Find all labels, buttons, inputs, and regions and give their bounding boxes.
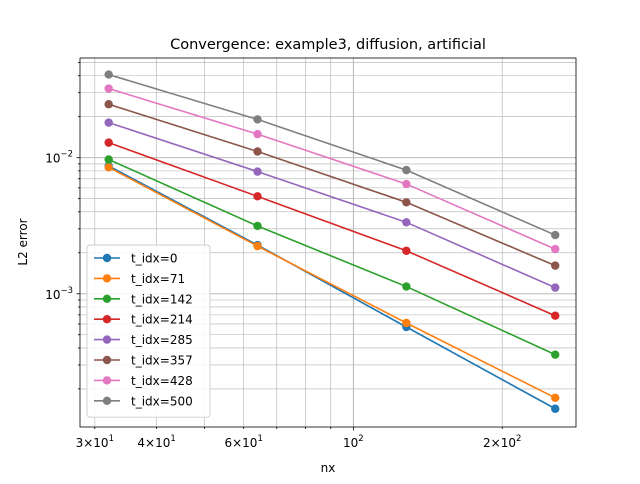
series-t-idx-71: [104, 163, 560, 403]
data-point: [402, 218, 411, 227]
series-line: [108, 158, 556, 356]
legend-item[interactable]: t_idx=214: [94, 313, 193, 327]
legend-label: t_idx=142: [131, 292, 193, 306]
legend-item[interactable]: t_idx=500: [94, 394, 193, 408]
x-tick-label: 3×101: [76, 434, 114, 450]
y-tick-label: 10−3: [45, 286, 73, 302]
series-line: [108, 73, 556, 236]
data-point: [104, 155, 113, 164]
legend-label: t_idx=428: [131, 374, 193, 388]
series-layer: [104, 70, 560, 413]
data-point: [402, 318, 411, 328]
plot-frame: [79, 57, 577, 428]
legend-marker: [102, 274, 112, 283]
series-t-idx-142: [104, 155, 560, 359]
series-t-idx-285: [104, 118, 560, 292]
data-point: [551, 311, 560, 320]
legend-marker: [102, 355, 112, 365]
data-point: [551, 393, 560, 403]
x-axis-ticks: 3×101 4×101 6×101 102 2×102: [76, 427, 521, 450]
legend-label: t_idx=285: [131, 333, 193, 347]
y-tick-label: 10−2: [45, 150, 73, 166]
y-axis-label: L2 error: [16, 218, 30, 265]
data-point: [253, 192, 262, 201]
legend-marker: [102, 376, 112, 385]
legend-item[interactable]: t_idx=0: [94, 252, 177, 266]
data-point: [253, 115, 262, 124]
legend-marker: [102, 335, 112, 344]
series-line: [108, 103, 556, 267]
series-line: [108, 141, 556, 317]
series-t-idx-428: [104, 84, 560, 254]
legend-label: t_idx=500: [131, 394, 193, 408]
data-point: [104, 138, 113, 147]
data-point: [253, 167, 262, 176]
data-point: [551, 404, 560, 413]
series-line: [108, 87, 556, 250]
legend-item[interactable]: t_idx=357: [94, 354, 193, 368]
legend-item[interactable]: t_idx=285: [94, 333, 193, 347]
chart-title: Convergence: example3, diffusion, artifi…: [170, 37, 486, 53]
x-tick-label: 6×101: [224, 434, 262, 450]
legend-label: t_idx=0: [131, 252, 177, 266]
x-tick-label: 102: [343, 434, 364, 450]
y-axis-ticks: 10−3 10−2: [45, 62, 80, 390]
data-point: [253, 241, 262, 251]
legend-item[interactable]: t_idx=428: [94, 374, 193, 388]
data-point: [104, 70, 113, 79]
legend-marker: [102, 396, 112, 405]
legend-label: t_idx=214: [131, 313, 193, 327]
data-point: [104, 84, 113, 93]
data-point: [104, 100, 113, 109]
series-t-idx-214: [104, 138, 560, 320]
data-point: [402, 179, 411, 189]
legend-marker: [102, 315, 112, 324]
data-point: [104, 118, 113, 127]
series-line: [108, 121, 556, 289]
data-point: [104, 163, 113, 172]
series-t-idx-357: [104, 100, 560, 270]
data-point: [551, 283, 560, 292]
data-point: [402, 198, 411, 207]
legend-item[interactable]: t_idx=142: [94, 292, 193, 306]
series-line: [108, 166, 556, 399]
data-point: [253, 129, 262, 139]
series-t-idx-500: [104, 70, 560, 240]
series-line: [108, 165, 556, 410]
legend-box: [86, 244, 211, 418]
legend[interactable]: t_idx=0 t_idx=71 t_idx=142 t_idx=214 t_idx=2…: [86, 244, 211, 418]
data-point: [402, 246, 411, 255]
data-point: [551, 350, 560, 359]
legend-marker: [102, 294, 112, 303]
legend-label: t_idx=71: [131, 272, 185, 286]
data-point: [253, 147, 262, 156]
legend-label: t_idx=357: [131, 354, 193, 368]
legend-marker: [102, 253, 112, 263]
data-point: [551, 261, 560, 270]
x-tick-label: 2×102: [483, 434, 521, 450]
data-point: [253, 221, 262, 231]
x-axis-label: nx: [321, 461, 336, 475]
data-point: [402, 282, 411, 291]
data-point: [551, 230, 560, 240]
data-point: [402, 165, 411, 175]
legend-item[interactable]: t_idx=71: [94, 272, 185, 286]
data-point: [551, 244, 560, 254]
x-tick-label: 4×101: [137, 434, 175, 450]
